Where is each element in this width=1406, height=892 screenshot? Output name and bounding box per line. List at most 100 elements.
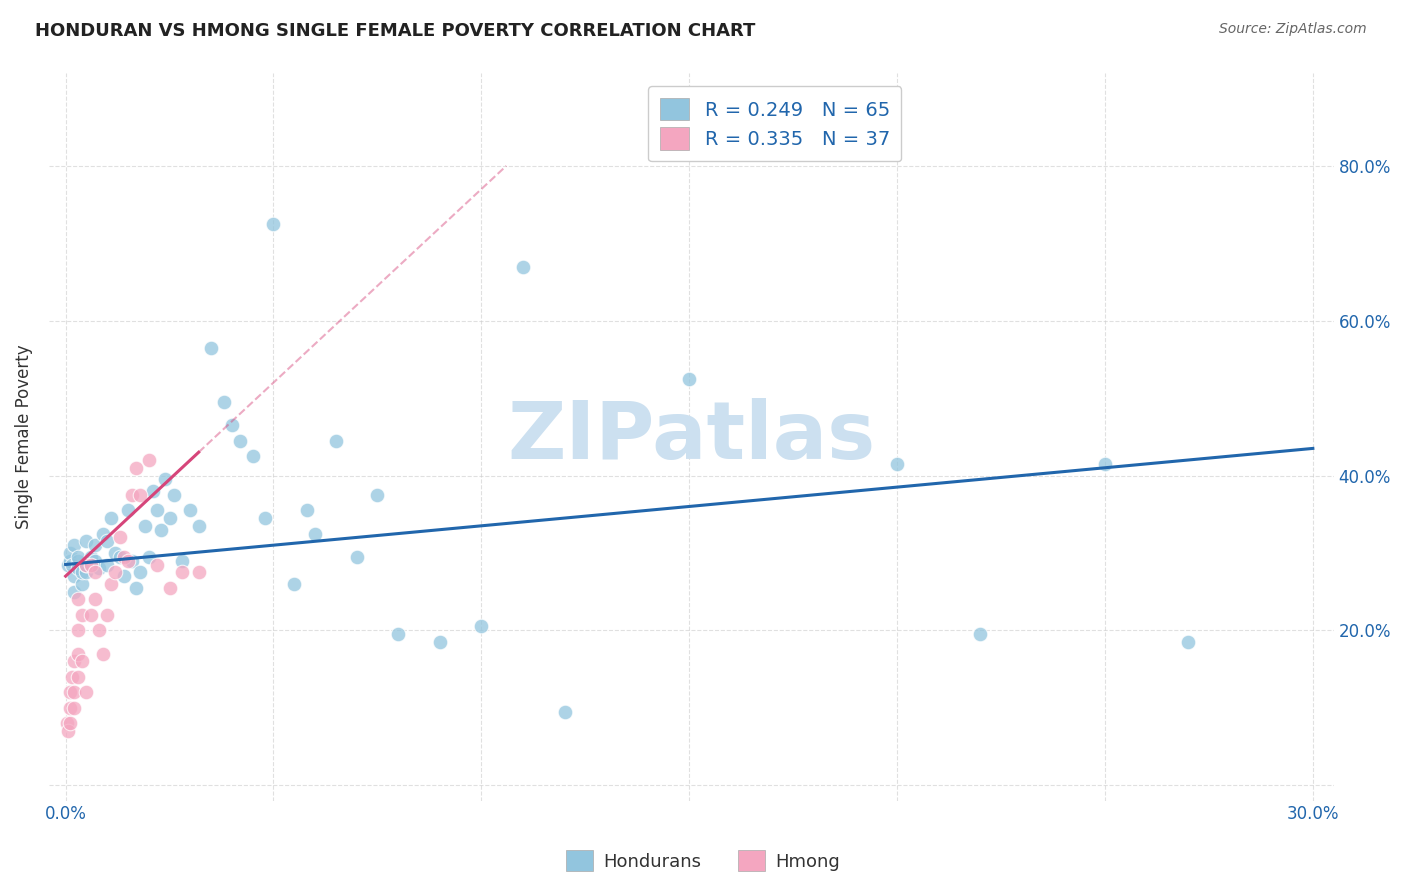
Point <box>283 577 305 591</box>
Point <box>79 607 101 622</box>
Point <box>79 558 101 572</box>
Point <box>121 488 143 502</box>
Point <box>59 685 82 699</box>
Point <box>678 372 700 386</box>
Point <box>59 546 82 560</box>
Point <box>200 341 222 355</box>
Point <box>60 558 83 572</box>
Point <box>212 395 235 409</box>
Point <box>429 635 451 649</box>
Point <box>59 716 82 731</box>
Point <box>56 723 79 738</box>
Point <box>60 670 83 684</box>
Legend: Hondurans, Hmong: Hondurans, Hmong <box>558 843 848 879</box>
Point <box>96 558 118 572</box>
Point <box>108 531 131 545</box>
Point <box>304 526 326 541</box>
Point <box>70 654 93 668</box>
Point <box>886 457 908 471</box>
Point <box>129 488 152 502</box>
Point <box>969 627 991 641</box>
Point <box>112 569 135 583</box>
Point <box>100 511 122 525</box>
Point <box>512 260 534 274</box>
Point <box>146 558 169 572</box>
Point <box>56 716 79 731</box>
Point <box>163 488 186 502</box>
Point <box>104 546 127 560</box>
Point <box>150 523 173 537</box>
Text: ZIPatlas: ZIPatlas <box>508 398 876 475</box>
Point <box>387 627 409 641</box>
Point <box>67 554 90 568</box>
Point <box>75 558 97 572</box>
Point <box>75 534 97 549</box>
Point <box>221 418 243 433</box>
Point <box>553 705 575 719</box>
Point <box>63 584 86 599</box>
Point <box>91 526 114 541</box>
Point <box>117 554 139 568</box>
Point <box>83 538 105 552</box>
Point <box>187 518 209 533</box>
Point <box>67 624 90 638</box>
Point <box>63 685 86 699</box>
Point <box>63 700 86 714</box>
Point <box>70 607 93 622</box>
Point <box>108 549 131 564</box>
Point <box>96 607 118 622</box>
Point <box>263 217 285 231</box>
Point <box>63 654 86 668</box>
Point <box>159 581 181 595</box>
Point <box>366 488 388 502</box>
Point <box>117 503 139 517</box>
Point <box>83 554 105 568</box>
Point <box>70 566 93 580</box>
Point <box>87 624 110 638</box>
Point <box>159 511 181 525</box>
Point <box>129 566 152 580</box>
Point <box>121 554 143 568</box>
Point <box>75 685 97 699</box>
Point <box>1094 457 1116 471</box>
Text: Source: ZipAtlas.com: Source: ZipAtlas.com <box>1219 22 1367 37</box>
Point <box>470 619 492 633</box>
Point <box>295 503 318 517</box>
Point <box>125 581 148 595</box>
Point <box>254 511 277 525</box>
Point <box>87 561 110 575</box>
Point <box>100 577 122 591</box>
Point <box>242 449 264 463</box>
Point <box>83 566 105 580</box>
Point <box>67 592 90 607</box>
Point <box>187 566 209 580</box>
Y-axis label: Single Female Poverty: Single Female Poverty <box>15 344 32 529</box>
Text: HONDURAN VS HMONG SINGLE FEMALE POVERTY CORRELATION CHART: HONDURAN VS HMONG SINGLE FEMALE POVERTY … <box>35 22 755 40</box>
Point <box>138 549 160 564</box>
Point <box>91 647 114 661</box>
Point <box>70 577 93 591</box>
Point <box>67 549 90 564</box>
Point <box>56 558 79 572</box>
Point <box>179 503 201 517</box>
Point <box>112 549 135 564</box>
Point <box>125 460 148 475</box>
Point <box>142 483 165 498</box>
Point <box>170 566 193 580</box>
Point <box>229 434 252 448</box>
Point <box>1177 635 1199 649</box>
Point <box>325 434 347 448</box>
Point <box>67 561 90 575</box>
Point <box>63 538 86 552</box>
Point <box>104 566 127 580</box>
Point <box>346 549 368 564</box>
Point <box>96 534 118 549</box>
Point <box>138 453 160 467</box>
Legend: R = 0.249   N = 65, R = 0.335   N = 37: R = 0.249 N = 65, R = 0.335 N = 37 <box>648 87 901 161</box>
Point <box>59 554 82 568</box>
Point <box>63 569 86 583</box>
Point <box>79 558 101 572</box>
Point <box>75 566 97 580</box>
Point <box>146 503 169 517</box>
Point <box>134 518 156 533</box>
